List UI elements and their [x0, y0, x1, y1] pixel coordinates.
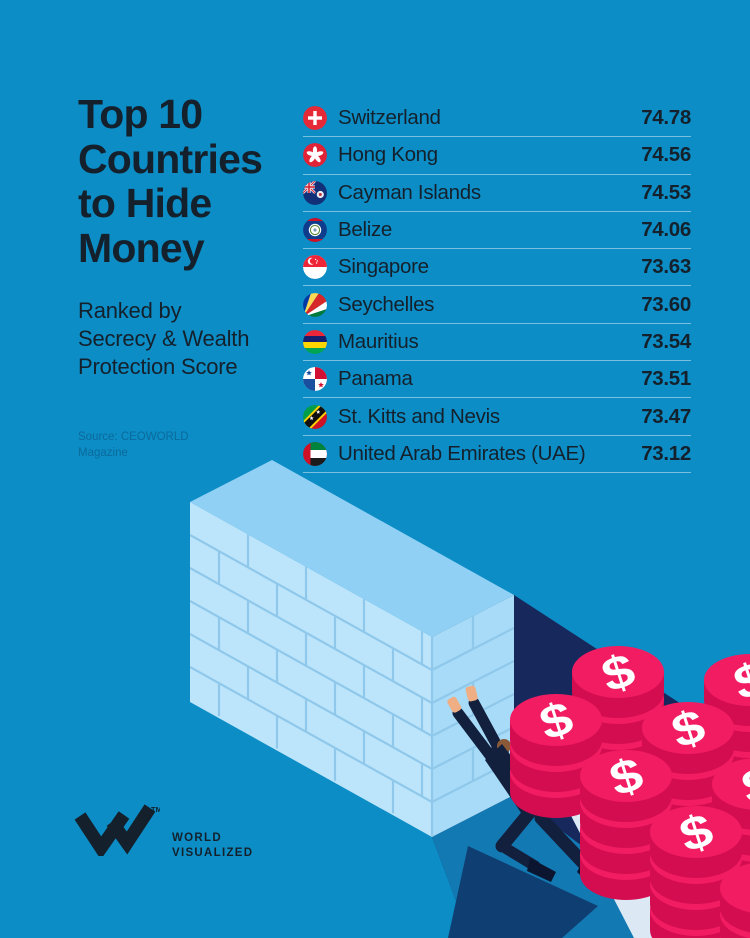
country-name: Cayman Islands — [338, 180, 481, 204]
country-score: 73.51 — [641, 367, 691, 391]
man-shoe-front — [527, 858, 556, 882]
country-flag — [303, 106, 327, 131]
coin-stack: $ — [580, 746, 672, 900]
ranking-row: Singapore 73.63 — [303, 249, 691, 287]
brand-name-line2: VISUALIZED — [172, 846, 254, 859]
country-score: 73.63 — [641, 255, 691, 279]
country-name: Seychelles — [338, 292, 435, 316]
ranking-row: Hong Kong 74.56 — [303, 137, 691, 175]
flag-icon-uae — [303, 441, 327, 466]
trademark-symbol: TM — [151, 805, 160, 814]
brand-name: WORLD VISUALIZED — [172, 831, 253, 861]
flag-icon-mauritius — [303, 329, 327, 354]
country-score: 74.53 — [641, 180, 691, 204]
brick-pattern-front — [190, 534, 432, 814]
ranking-row: Belize 74.06 — [303, 212, 691, 250]
ranking-list: Switzerland 74.78 Hong Kong 74.56 Cayman Isl… — [303, 100, 691, 473]
country-score: 74.06 — [641, 218, 691, 242]
ranking-row: Switzerland 74.78 — [303, 100, 691, 138]
header-block: Top 10 Countries to Hide Money Ranked by… — [78, 92, 313, 381]
country-score: 73.60 — [641, 292, 691, 316]
ranking-row: Cayman Islands 74.53 — [303, 175, 691, 212]
country-flag — [303, 404, 327, 429]
page-title: Top 10 Countries to Hide Money — [78, 91, 263, 272]
country-score: 73.47 — [641, 404, 691, 428]
man-shadow — [448, 846, 598, 938]
country-score: 73.12 — [641, 441, 691, 465]
source-credit: Source: CEOWORLD Magazine — [78, 431, 189, 459]
country-score: 74.56 — [641, 143, 691, 167]
country-flag — [303, 329, 327, 354]
flag-icon-switzerland — [303, 106, 327, 131]
wall-top-face — [190, 460, 514, 637]
ranking-row: Mauritius 73.54 — [303, 324, 691, 362]
coin-stack: $ — [510, 690, 602, 818]
country-name: Singapore — [338, 255, 429, 279]
brick-wall — [190, 460, 514, 837]
country-flag — [303, 367, 327, 392]
country-flag — [303, 255, 327, 280]
brand-name-line1: WORLD — [172, 832, 222, 844]
country-flag — [303, 292, 327, 317]
country-name: Panama — [338, 367, 413, 391]
flag-icon-panama — [303, 367, 327, 392]
country-flag — [303, 441, 327, 466]
country-flag — [303, 180, 327, 205]
flag-icon-seychelles — [303, 292, 327, 317]
flag-icon-singapore — [303, 255, 327, 280]
man-thigh — [495, 805, 537, 853]
brand-logo: TM WORLD VISUALIZED — [74, 800, 253, 861]
coin-stack: $ — [720, 858, 750, 938]
ranking-row: Panama 73.51 — [303, 361, 691, 399]
world-visualized-logo-icon: TM — [74, 804, 160, 856]
country-flag — [303, 218, 327, 243]
country-name: St. Kitts and Nevis — [338, 404, 500, 428]
money-coin-stacks: $$$$$$$$ — [510, 642, 750, 938]
coin-stack: $ — [650, 802, 742, 938]
country-name: Switzerland — [338, 106, 441, 130]
country-score: 73.54 — [641, 329, 691, 353]
man-hand-right — [465, 685, 478, 702]
country-score: 74.78 — [641, 106, 691, 130]
country-name: Mauritius — [338, 329, 419, 353]
flag-icon-st-kitts-and-nevis — [303, 404, 327, 429]
page-subtitle: Ranked by Secrecy & Wealth Protection Sc… — [78, 297, 250, 380]
flag-icon-cayman-islands — [303, 180, 327, 205]
country-name: Hong Kong — [338, 143, 438, 167]
flag-icon-belize — [303, 218, 327, 243]
man-hand-left — [447, 696, 462, 713]
ranking-row: Seychelles 73.60 — [303, 286, 691, 324]
country-flag — [303, 143, 327, 168]
flag-icon-hong-kong — [303, 143, 327, 168]
ranking-row: St. Kitts and Nevis 73.47 — [303, 398, 691, 436]
man-arm-left — [452, 707, 498, 764]
country-name: Belize — [338, 218, 393, 242]
ranking-row: United Arab Emirates (UAE) 73.12 — [303, 436, 691, 473]
country-name: United Arab Emirates (UAE) — [338, 441, 586, 465]
